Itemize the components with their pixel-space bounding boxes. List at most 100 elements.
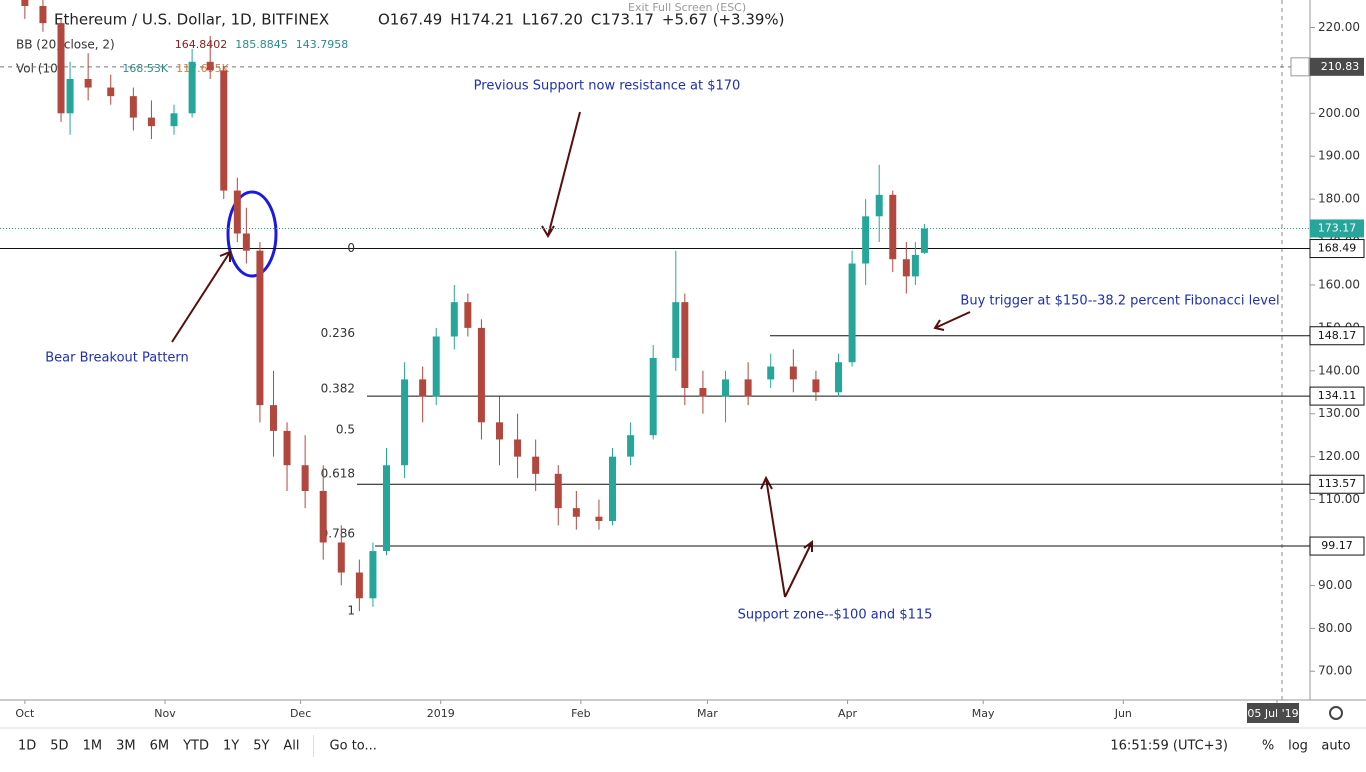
annotation: Buy trigger at $150--38.2 percent Fibona… bbox=[960, 294, 1279, 309]
fib-label: 0.786 bbox=[321, 526, 355, 540]
indicator-value: 143.7958 bbox=[296, 38, 349, 51]
clock: 16:51:59 (UTC+3) bbox=[1110, 739, 1228, 754]
candle-body bbox=[39, 6, 47, 24]
settings-button[interactable] bbox=[1329, 706, 1343, 720]
x-tick-label: May bbox=[972, 707, 995, 720]
range-button[interactable]: 6M bbox=[150, 739, 170, 754]
annotation: Previous Support now resistance at $170 bbox=[474, 79, 741, 94]
y-tick-label: 200.00 bbox=[1318, 106, 1360, 120]
fib-label: 0.618 bbox=[321, 466, 355, 480]
candle-body bbox=[609, 456, 617, 522]
y-tick-label: 110.00 bbox=[1318, 492, 1360, 506]
candle-body bbox=[835, 362, 843, 393]
price-label: 134.11 bbox=[1318, 389, 1357, 402]
date-label-bg bbox=[1247, 703, 1300, 723]
candle-body bbox=[595, 516, 603, 522]
annotation: Support zone--$100 and $115 bbox=[738, 608, 933, 623]
last-price-label: 173.17 bbox=[1318, 221, 1357, 234]
ohlc-value: L167.20 bbox=[522, 11, 583, 29]
x-tick-label: Feb bbox=[571, 707, 590, 720]
range-button[interactable]: 5Y bbox=[253, 739, 269, 754]
y-tick-label: 120.00 bbox=[1318, 449, 1360, 463]
candle-body bbox=[233, 190, 241, 234]
symbol-title[interactable]: Ethereum / U.S. Dollar, 1D, BITFINEX bbox=[54, 11, 329, 29]
toolbar: 1D 5D 1M 3M 6M YTD 1Y 5Y All Go to... 16:51:59 (UT… bbox=[18, 706, 1351, 757]
candle-body bbox=[889, 194, 897, 260]
indicator-name: Vol (10) bbox=[16, 62, 62, 76]
candle-body bbox=[722, 379, 730, 397]
range-button[interactable]: 1Y bbox=[223, 739, 239, 754]
candle-body bbox=[572, 508, 580, 517]
candle-body bbox=[532, 456, 540, 474]
candle-body bbox=[812, 379, 820, 393]
price-label-box bbox=[1309, 536, 1365, 556]
range-button[interactable]: YTD bbox=[182, 739, 209, 754]
candle-body bbox=[495, 422, 503, 440]
candle-body bbox=[337, 542, 345, 573]
candle-body bbox=[57, 23, 65, 114]
goto-button[interactable]: Go to... bbox=[330, 739, 377, 754]
price-label: 148.17 bbox=[1318, 329, 1357, 342]
candle-body bbox=[283, 430, 291, 466]
candle-body bbox=[902, 259, 910, 277]
x-tick-label: Mar bbox=[697, 707, 718, 720]
range-button[interactable]: 1M bbox=[83, 739, 103, 754]
candle-body bbox=[66, 78, 74, 114]
price-label-box bbox=[1309, 326, 1365, 346]
breakout-circle bbox=[226, 190, 278, 278]
candle-body bbox=[862, 216, 870, 264]
x-tick-label: 2019 bbox=[427, 707, 455, 720]
y-tick-label: 130.00 bbox=[1318, 406, 1360, 420]
price-label: 99.17 bbox=[1321, 539, 1353, 552]
range-button[interactable]: 3M bbox=[116, 739, 136, 754]
candle-body bbox=[911, 254, 919, 277]
candle-body bbox=[206, 61, 214, 71]
fib-label: 0 bbox=[347, 241, 355, 255]
scale-option[interactable]: % bbox=[1262, 739, 1274, 754]
candle-body bbox=[319, 490, 327, 543]
y-tick-label: 140.00 bbox=[1318, 363, 1360, 377]
indicator-value: 185.8845 bbox=[235, 38, 288, 51]
candle-body bbox=[450, 302, 458, 337]
price-label: 113.57 bbox=[1318, 477, 1357, 490]
candle-body bbox=[401, 379, 409, 466]
y-tick-label: 220.00 bbox=[1318, 20, 1360, 34]
add-button[interactable] bbox=[1290, 57, 1310, 77]
candle-body bbox=[301, 465, 309, 491]
candle-body bbox=[21, 0, 29, 7]
scale-option[interactable]: log bbox=[1288, 739, 1308, 754]
x-tick-label: Dec bbox=[290, 707, 311, 720]
fib-label: 0.236 bbox=[321, 326, 355, 340]
fib-label: 0.382 bbox=[321, 381, 355, 395]
scale-option[interactable]: auto bbox=[1321, 739, 1350, 754]
x-tick-label: Apr bbox=[838, 707, 858, 720]
candle-body bbox=[875, 194, 883, 217]
x-tick-label: Nov bbox=[154, 707, 176, 720]
price-label-box bbox=[1309, 239, 1365, 259]
y-tick-label: 190.00 bbox=[1318, 149, 1360, 163]
candle-body bbox=[129, 96, 137, 118]
candle-body bbox=[242, 233, 250, 251]
candle-body bbox=[514, 439, 522, 457]
ohlc-legend: O167.49 H174.21 L167.20 C173.17 +5.67 (+3.39… bbox=[378, 11, 785, 29]
candle-body bbox=[848, 263, 856, 363]
candle-body bbox=[699, 387, 707, 397]
range-button[interactable]: 1D bbox=[18, 739, 36, 754]
candle-body bbox=[419, 379, 427, 397]
candle-body bbox=[220, 70, 228, 191]
ohlc-value: O167.49 bbox=[378, 11, 442, 29]
range-button[interactable]: All bbox=[283, 739, 299, 754]
indicator-name: BB (20, close, 2) bbox=[16, 38, 115, 52]
x-tick-label: Oct bbox=[15, 707, 35, 720]
y-tick-label: 70.00 bbox=[1318, 664, 1352, 678]
range-button[interactable]: 5D bbox=[50, 739, 68, 754]
candle-body bbox=[147, 117, 155, 127]
exit-fullscreen[interactable]: Exit Full Screen (ESC) bbox=[628, 1, 746, 14]
ohlc-value: H174.21 bbox=[450, 11, 514, 29]
cursor-label: 210.83 bbox=[1321, 60, 1360, 73]
y-tick-label: 90.00 bbox=[1318, 578, 1352, 592]
annotation: Bear Breakout Pattern bbox=[45, 351, 189, 366]
candle-body bbox=[170, 113, 178, 127]
